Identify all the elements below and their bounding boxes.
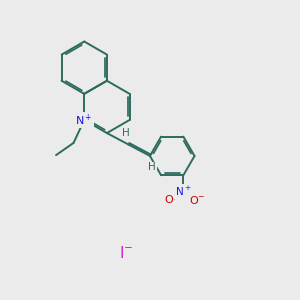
Text: O$^{-}$: O$^{-}$ bbox=[189, 194, 206, 206]
Text: H: H bbox=[122, 128, 130, 138]
Text: O: O bbox=[165, 195, 174, 205]
Text: N$^+$: N$^+$ bbox=[175, 185, 192, 198]
Text: I$^{-}$: I$^{-}$ bbox=[119, 244, 134, 260]
Text: H: H bbox=[148, 162, 156, 172]
Text: N$^+$: N$^+$ bbox=[76, 112, 93, 128]
